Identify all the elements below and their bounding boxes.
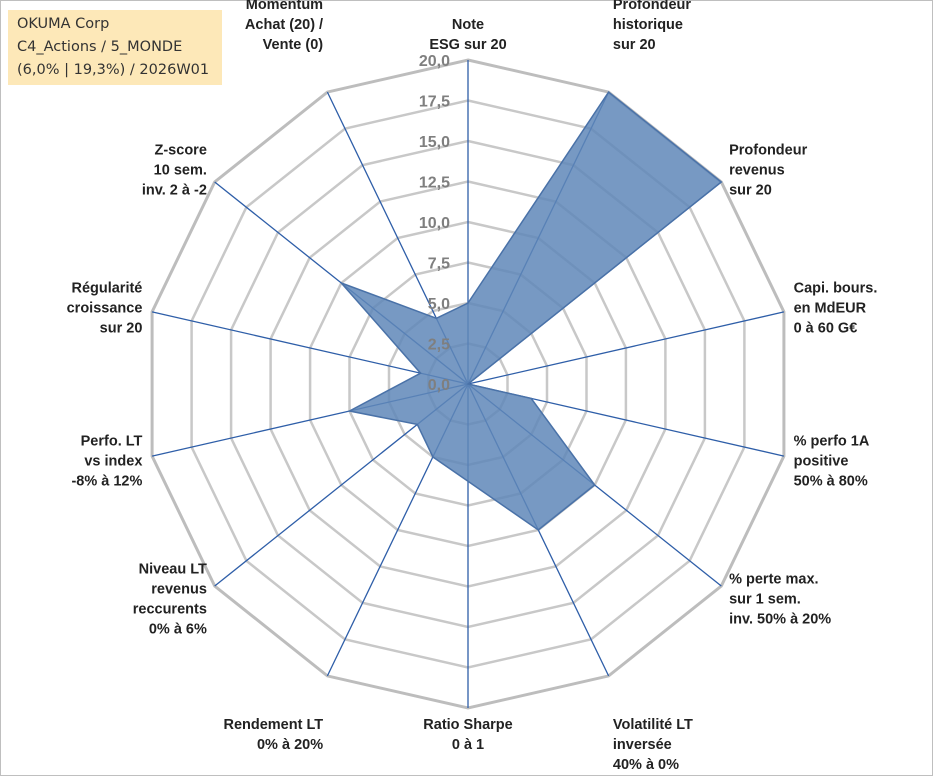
portfolio-category: C4_Actions / 5_MONDE [17,39,183,55]
axis-label: Régularité croissance sur 20 [67,281,143,337]
axis-label-line: sur 1 sem. [729,592,801,608]
axis-label-line: Capi. bours. [794,281,878,297]
axis-label: Note ESG sur 20 [429,17,506,53]
axis-label: Z-score 10 sem. inv. 2 à -2 [142,143,207,199]
axis-label-line: sur 20 [729,183,772,199]
axis-label: Profondeur historique sur 20 [613,0,691,53]
tick-label: 7,5 [428,256,450,273]
company-name: OKUMA Corp [17,16,110,32]
radar-axis-labels: Note ESG sur 20 Profondeur historique sur 20… [67,0,878,773]
axis-label: Volatilité LT inversée 40% à 0% [613,717,693,773]
axis-label-line: 40% à 0% [613,757,679,773]
tick-label: 15,0 [419,134,450,151]
axis-label-line: positive [794,454,849,470]
axis-label-line: Achat (20) / [245,17,323,33]
axis-label: Perfo. LT vs index -8% à 12% [71,434,142,490]
axis-label-line: 0 à 1 [452,737,484,753]
axis-label-line: sur 20 [613,37,656,53]
axis-label-line: revenus [729,163,785,179]
tick-label: 12,5 [419,175,450,192]
axis-label-line: 50% à 80% [794,474,868,490]
axis-label-line: % perte max. [729,572,818,588]
axis-label: % perfo 1A positive 50% à 80% [794,434,870,490]
radar-tick-labels: 0,0 2,5 5,0 7,5 10,0 12,5 15,0 17,5 20,0 [419,53,450,394]
axis-label: Profondeur revenus sur 20 [729,143,807,199]
axis-label-line: 0% à 20% [257,737,323,753]
axis-label-line: Momentum [246,0,323,13]
axis-spoke [467,311,785,385]
axis-label: Capi. bours. en MdEUR 0 à 60 G€ [794,281,878,337]
axis-label-line: inv. 50% à 20% [729,612,831,628]
axis-label: Niveau LT revenus reccurents 0% à 6% [133,562,207,638]
axis-label-line: 10 sem. [154,163,207,179]
tick-label: 0,0 [428,377,450,394]
axis-label-line: Ratio Sharpe [423,717,512,733]
axis-label-line: croissance [67,301,143,317]
axis-label-line: Rendement LT [223,717,323,733]
axis-spoke [151,311,469,385]
tick-label: 17,5 [419,94,450,111]
axis-label-line: inv. 2 à -2 [142,183,207,199]
axis-label-line: vs index [84,454,142,470]
axis-label-line: sur 20 [100,321,143,337]
score-week: (6,0% | 19,3%) / 2026W01 [17,62,210,78]
axis-label-line: % perfo 1A [794,434,870,450]
axis-label: % perte max. sur 1 sem. inv. 50% à 20% [729,572,831,628]
tick-label: 5,0 [428,296,450,313]
tick-label: 20,0 [419,53,450,70]
axis-label-line: 0% à 6% [149,622,207,638]
axis-label-line: revenus [151,582,207,598]
axis-label-line: Z-score [155,143,207,159]
axis-label: Momentum Achat (20) / Vente (0) [245,0,323,53]
axis-label-line: en MdEUR [794,301,867,317]
series-area [340,91,723,531]
axis-label-line: reccurents [133,602,207,618]
axis-label-line: Perfo. LT [81,434,143,450]
axis-label-line: historique [613,17,683,33]
axis-label-line: Régularité [71,281,142,297]
axis-label-line: 0 à 60 G€ [794,321,858,337]
axis-label-line: Volatilité LT [613,717,693,733]
axis-label: Rendement LT 0% à 20% [223,717,323,753]
axis-label-line: Vente (0) [263,37,324,53]
axis-label-line: Note [452,17,484,33]
axis-label-line: -8% à 12% [71,474,142,490]
axis-label-line: Profondeur [613,0,691,13]
tick-label: 2,5 [428,337,450,354]
radar-series [340,91,723,531]
info-box: OKUMA Corp C4_Actions / 5_MONDE (6,0% | … [8,10,222,85]
axis-label: Ratio Sharpe 0 à 1 [423,717,512,753]
tick-label: 10,0 [419,215,450,232]
axis-label-line: Profondeur [729,143,807,159]
axis-label-line: Niveau LT [139,562,207,578]
axis-label-line: inversée [613,737,672,753]
axis-label-line: ESG sur 20 [429,37,506,53]
